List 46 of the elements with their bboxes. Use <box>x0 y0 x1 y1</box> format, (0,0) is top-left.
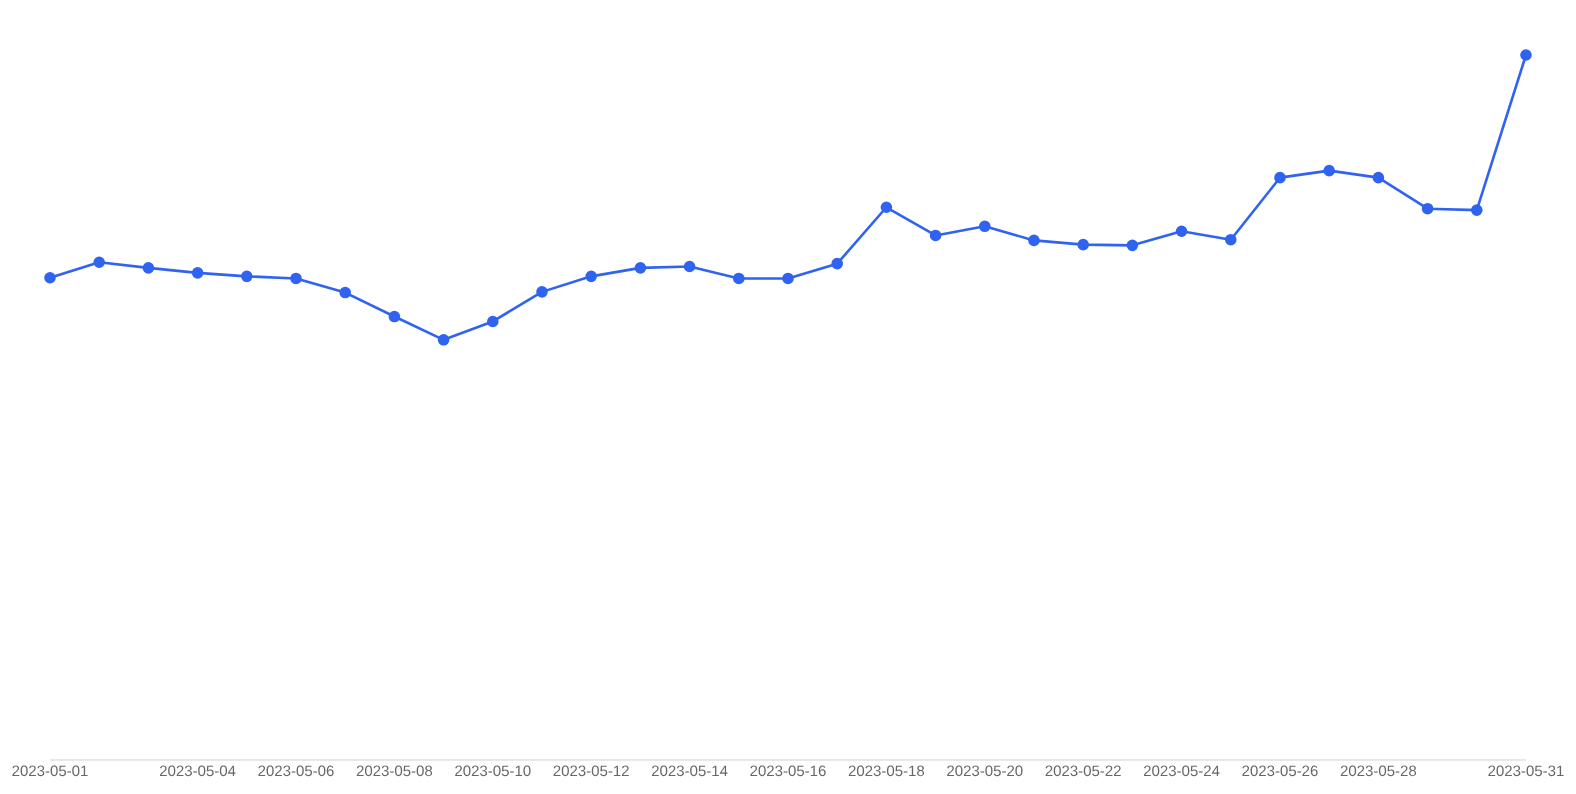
x-tick-label: 2023-05-06 <box>258 765 334 777</box>
point <box>1077 238 1089 251</box>
point <box>831 257 843 270</box>
point <box>1323 164 1335 177</box>
x-tick-label: 2023-05-26 <box>1242 765 1318 777</box>
point <box>1372 171 1385 184</box>
point <box>1274 171 1286 184</box>
point <box>733 272 745 285</box>
point <box>1421 202 1434 215</box>
x-tick-label: 2023-05-10 <box>455 765 531 777</box>
point <box>1175 225 1188 238</box>
x-tick-label: 2023-05-22 <box>1045 765 1121 777</box>
x-tick-label: 2023-05-04 <box>160 765 236 777</box>
x-tick-label: 2023-05-01 <box>12 765 88 777</box>
point <box>1520 49 1532 61</box>
point <box>241 270 253 283</box>
point <box>782 272 794 285</box>
point <box>634 262 647 274</box>
x-tick-label: 2023-05-08 <box>356 765 433 777</box>
point <box>339 286 351 299</box>
x-tick-label: 2023-05-16 <box>750 765 826 777</box>
point <box>44 271 56 284</box>
point <box>929 229 942 242</box>
point <box>487 315 499 328</box>
point <box>585 270 597 283</box>
point <box>536 286 548 298</box>
point <box>93 256 106 269</box>
x-tick-label: 2023-05-31 <box>1488 765 1564 777</box>
point <box>142 262 155 274</box>
point <box>191 267 204 279</box>
point <box>683 260 696 273</box>
point <box>1028 234 1040 247</box>
point <box>1224 233 1237 246</box>
point <box>880 201 893 214</box>
x-tick-label: 2023-05-12 <box>553 765 629 777</box>
point <box>1470 204 1483 216</box>
x-tick-label: 2023-05-18 <box>848 765 925 777</box>
x-tick-label: 2023-05-24 <box>1143 765 1220 777</box>
point <box>290 272 302 285</box>
x-tick-label: 2023-05-20 <box>947 765 1023 777</box>
x-tick-label: 2023-05-28 <box>1340 765 1417 777</box>
point <box>437 334 450 346</box>
point <box>978 220 991 233</box>
x-tick-label: 2023-05-14 <box>651 765 728 777</box>
point <box>1126 239 1139 252</box>
point <box>388 310 401 323</box>
